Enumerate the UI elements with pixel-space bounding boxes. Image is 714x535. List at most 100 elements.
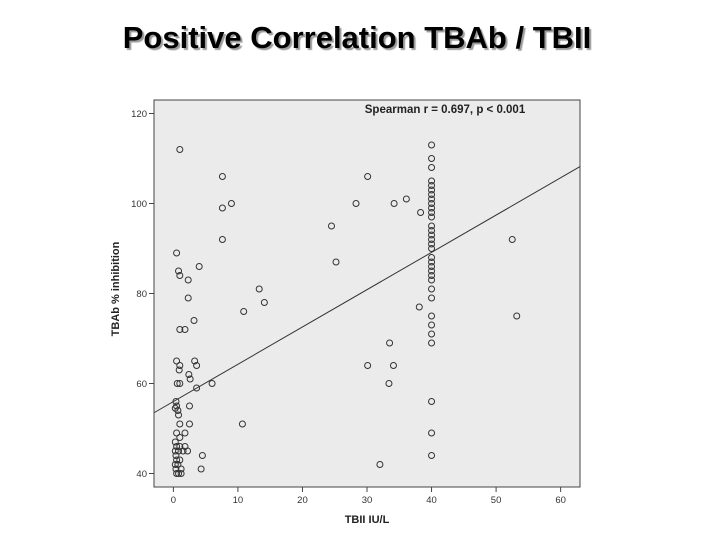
scatter-point <box>428 245 436 252</box>
scatter-point <box>386 339 394 347</box>
x-tick-label: 30 <box>362 495 373 506</box>
scatter-point <box>190 317 198 324</box>
scatter-point <box>508 236 516 243</box>
scatter-point <box>428 164 436 171</box>
scatter-point <box>193 384 201 392</box>
scatter-point <box>176 326 184 333</box>
scatter-point <box>402 195 410 203</box>
scatter-point <box>417 209 425 216</box>
scatter-point <box>364 362 372 369</box>
scatter-point <box>428 429 436 437</box>
scatter-point <box>428 186 436 194</box>
y-tick-label: 100 <box>131 199 147 210</box>
scatter-point <box>428 195 436 203</box>
scatter-point <box>184 276 192 284</box>
scatter-point <box>195 263 203 270</box>
x-tick-label: 20 <box>297 495 308 506</box>
scatter-point <box>198 452 206 459</box>
scatter-point <box>428 267 436 275</box>
scatter-point <box>176 434 184 441</box>
scatter-point <box>197 465 205 473</box>
scatter-point <box>173 456 181 464</box>
scatter-point <box>175 366 183 374</box>
scatter-point <box>218 204 226 212</box>
scatter-point <box>174 407 182 414</box>
scatter-point <box>176 272 184 279</box>
scatter-point <box>352 200 360 207</box>
scatter-point <box>428 141 436 149</box>
scatter-point <box>428 263 436 270</box>
scatter-point <box>175 470 183 477</box>
scatter-point <box>171 447 179 455</box>
scatter-point <box>171 461 179 468</box>
scatter-point <box>173 380 181 387</box>
scatter-point <box>260 299 268 306</box>
scatter-point <box>428 209 436 216</box>
scatter-point <box>185 371 193 378</box>
scatter-point <box>240 308 248 315</box>
scatter-point <box>428 204 436 212</box>
slide-title: Positive Correlation TBAb / TBII <box>122 20 592 55</box>
scatter-point <box>173 357 181 365</box>
x-axis-label: TBII IU/L <box>345 514 390 526</box>
scatter-point <box>218 236 226 243</box>
scatter-point <box>428 155 436 162</box>
scatter-point <box>184 294 192 302</box>
scatter-point <box>428 330 436 338</box>
scatter-point <box>179 447 187 455</box>
scatter-point <box>218 173 226 180</box>
scatter-point <box>428 312 436 320</box>
scatter-point <box>176 456 184 464</box>
scatter-point <box>186 375 194 383</box>
scatter-point <box>238 420 246 428</box>
scatter-point <box>428 452 436 459</box>
scatter-point <box>176 362 184 369</box>
scatter-point <box>428 213 436 221</box>
scatter-point <box>173 429 181 437</box>
scatter-point <box>376 461 384 468</box>
scatter-point <box>208 380 216 387</box>
fit-line <box>153 166 581 414</box>
scatter-point <box>171 438 179 446</box>
x-tick-label: 50 <box>491 495 502 506</box>
scatter-point <box>177 470 185 477</box>
scatter-point <box>428 339 436 347</box>
y-axis: 40 60 80 100 120 <box>131 109 154 480</box>
data-points <box>171 141 521 477</box>
scatter-point <box>428 236 436 243</box>
x-tick-label: 0 <box>171 495 176 506</box>
scatter-point <box>428 276 436 284</box>
scatter-point <box>390 200 398 207</box>
scatter-point <box>415 303 423 311</box>
scatter-point <box>428 227 436 234</box>
scatter-point <box>176 443 184 450</box>
scatter-point <box>328 222 335 230</box>
scatter-point <box>186 402 193 410</box>
y-tick-label: 40 <box>136 469 147 480</box>
scatter-point <box>428 258 436 266</box>
scatter-point <box>428 191 436 198</box>
scatter-point <box>428 272 436 279</box>
scatter-point <box>428 254 436 261</box>
scatter-point <box>173 443 181 450</box>
scatter-point <box>186 420 193 428</box>
x-tick-label: 10 <box>233 495 244 506</box>
scatter-point <box>332 258 340 266</box>
scatter-point <box>428 321 436 329</box>
scatter-point <box>428 200 436 207</box>
scatter-point <box>428 177 436 185</box>
scatter-point <box>175 411 183 419</box>
scatter-point <box>174 461 182 468</box>
scatter-point <box>176 380 184 387</box>
scatter-point <box>255 285 263 293</box>
correlation-annotation: Spearman r = 0.697, p < 0.001 <box>365 104 526 116</box>
scatter-point <box>428 285 436 293</box>
scatter-point <box>364 173 372 180</box>
scatter-point <box>172 398 180 405</box>
scatter-point <box>227 200 235 207</box>
scatter-point <box>385 380 393 387</box>
scatter-point <box>428 294 436 302</box>
scatter-point <box>176 420 184 428</box>
scatter-point <box>428 240 436 248</box>
